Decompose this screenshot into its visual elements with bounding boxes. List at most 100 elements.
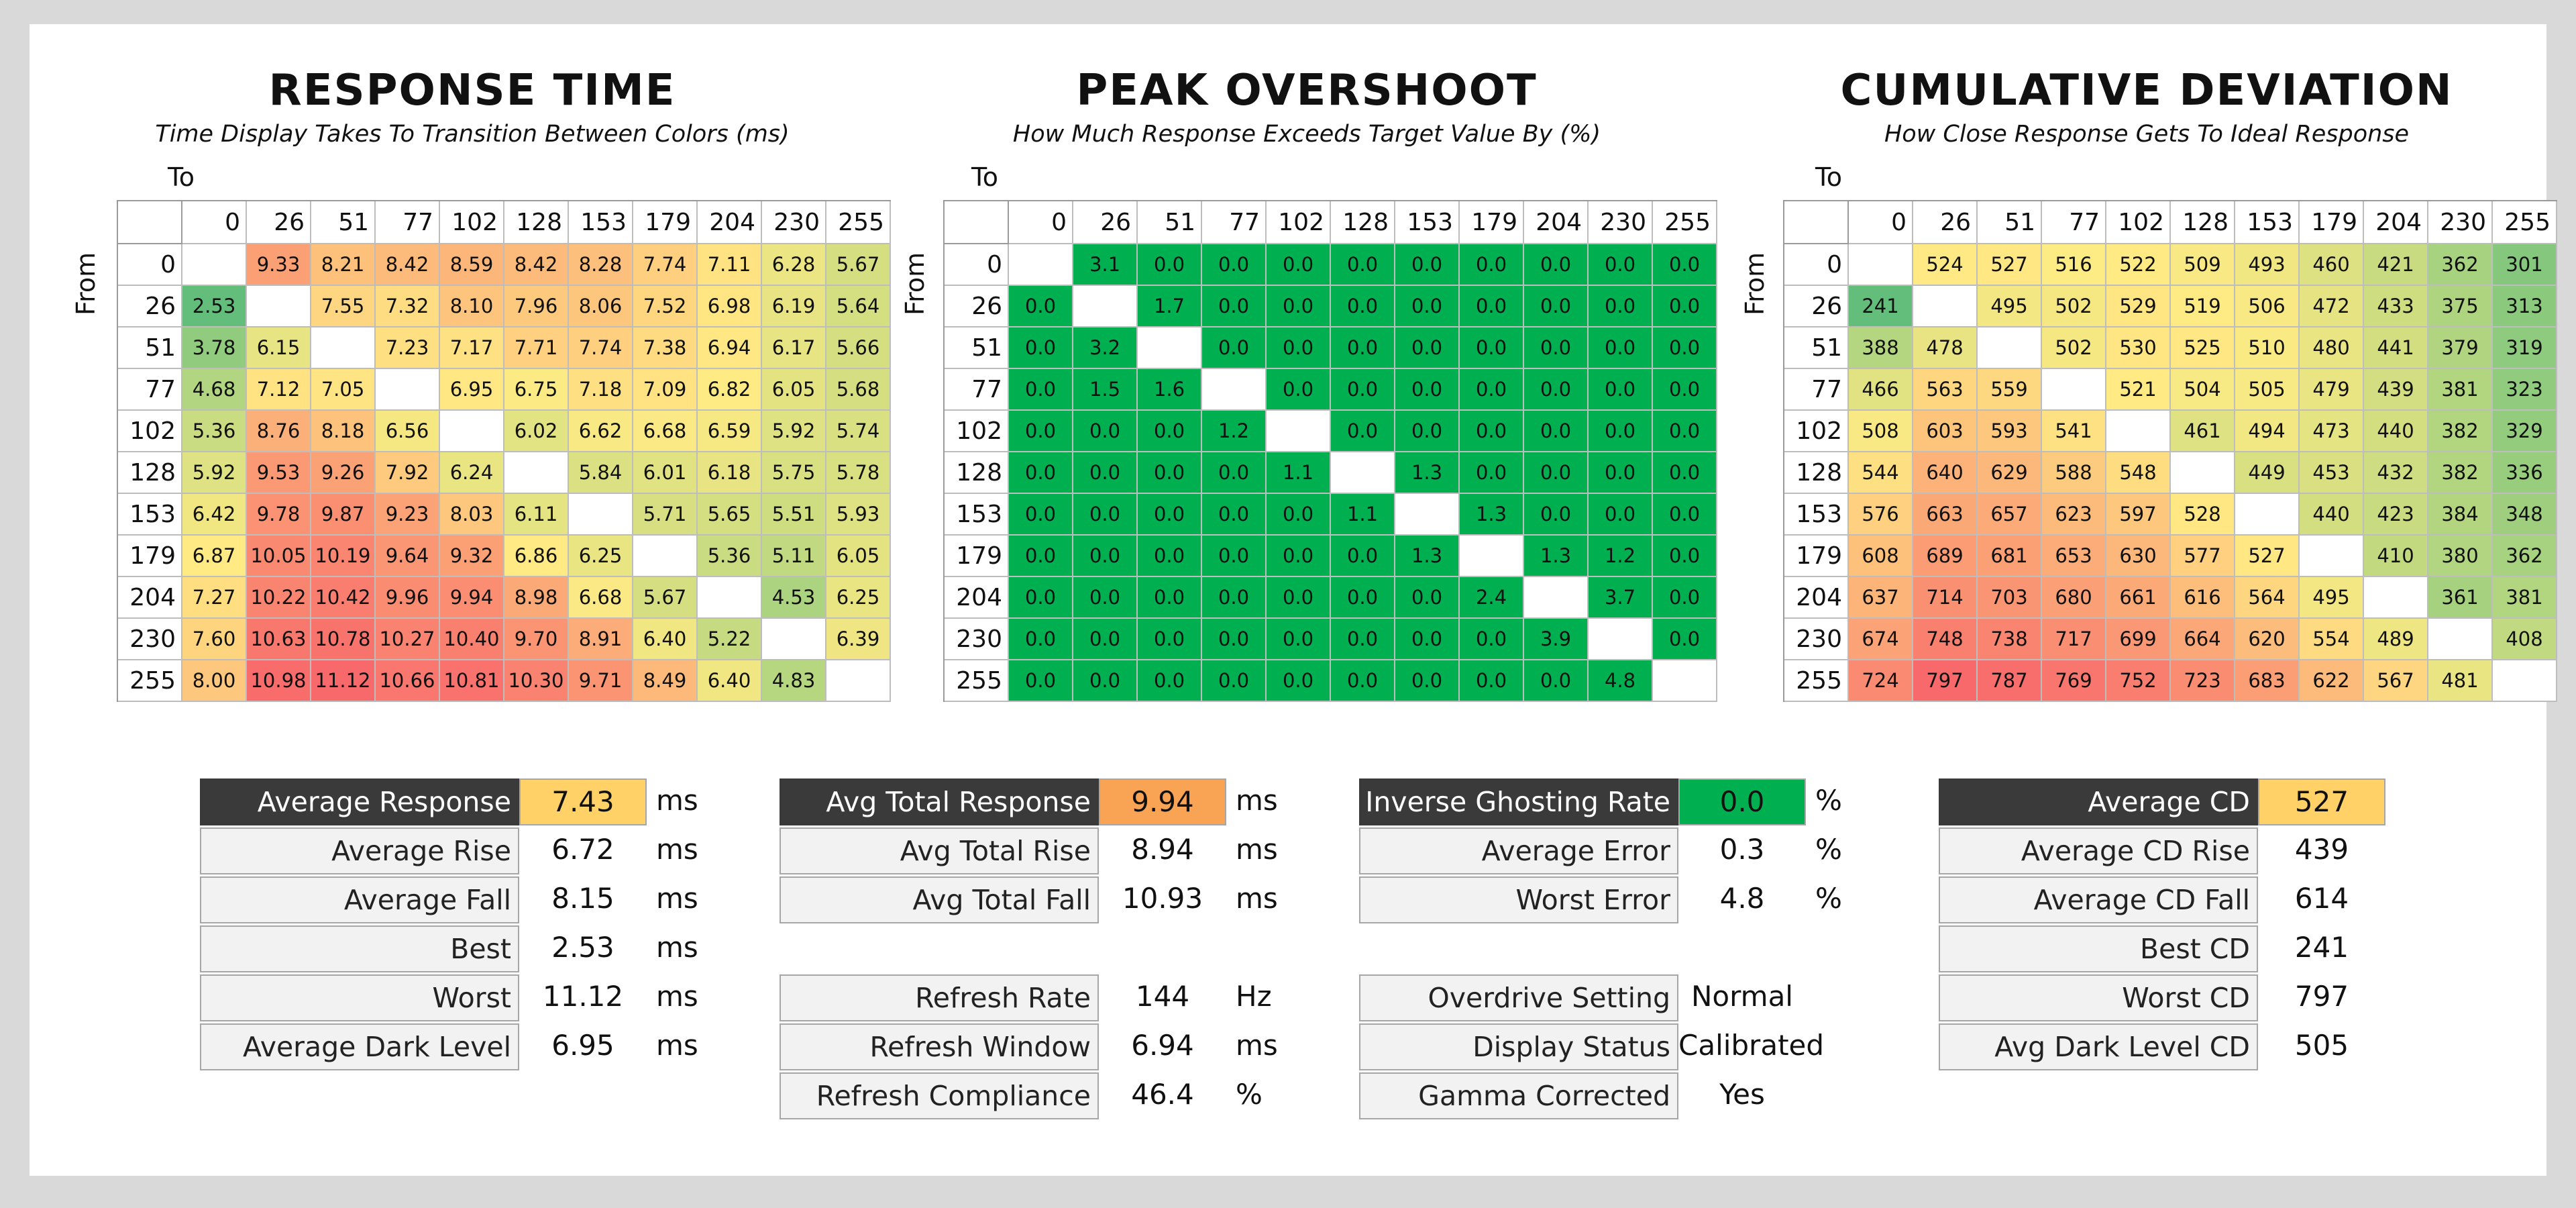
stat-label: Inverse Ghosting Rate <box>1359 778 1678 825</box>
heatmap-cell: 1.7 <box>1138 286 1202 328</box>
stat-label: Best <box>200 925 519 972</box>
heatmap-cell: 0.0 <box>1331 411 1395 452</box>
heatmap-cell: 787 <box>1978 660 2042 702</box>
heatmap-cell: 637 <box>1849 577 1913 619</box>
heatmap-cell: 506 <box>2235 286 2300 328</box>
heatmap-cell: 683 <box>2235 660 2300 702</box>
peak-overshoot-heatmap: 0 26 51 77 102 128 153 179 204 230 255 0 3.1 0.0 0.0 0.… <box>943 200 1717 702</box>
heatmap-cell: 0.0 <box>1138 244 1202 286</box>
heatmap-cell: 10.81 <box>440 660 504 702</box>
heatmap-cell: 381 <box>2428 369 2493 411</box>
heatmap-cell: 6.56 <box>376 411 440 452</box>
column-header: 26 <box>247 201 311 244</box>
heatmap-cell: 9.70 <box>504 619 569 660</box>
stat-label: Refresh Window <box>780 1023 1099 1070</box>
heatmap-cell: 597 <box>2106 494 2171 536</box>
stat-unit: ms <box>656 784 698 817</box>
heatmap-cell: 0.0 <box>1138 577 1202 619</box>
column-header: 26 <box>1073 201 1138 244</box>
heatmap-cell: 559 <box>1978 369 2042 411</box>
stat-value: 6.72 <box>551 833 614 866</box>
heatmap-cell: 0.0 <box>1460 660 1524 702</box>
stat-unit: ms <box>656 1029 698 1062</box>
heatmap-cell: 1.3 <box>1524 536 1589 577</box>
heatmap-cell: 0.0 <box>1653 494 1717 536</box>
heatmap-cell: 0.0 <box>1460 452 1524 494</box>
heatmap-cell: 480 <box>2300 328 2364 369</box>
heatmap-cell: 4.53 <box>762 577 826 619</box>
heatmap-cell: 0.0 <box>1009 619 1073 660</box>
heatmap-cell: 0.0 <box>1202 328 1267 369</box>
heatmap-cell <box>762 619 826 660</box>
cumulative-deviation-heatmap: 0 26 51 77 102 128 153 179 204 230 255 0 524 527 516 52… <box>1783 200 2557 702</box>
heatmap-cell: 0.0 <box>1267 619 1331 660</box>
heatmap-cell: 593 <box>1978 411 2042 452</box>
heatmap-cell: 0.0 <box>1073 452 1138 494</box>
heatmap-cell <box>1331 452 1395 494</box>
heatmap-cell <box>2300 536 2364 577</box>
stat-value: 241 <box>2294 931 2349 964</box>
heatmap-cell: 0.0 <box>1331 577 1395 619</box>
stat-value: 10.93 <box>1122 882 1203 915</box>
heatmap-cell <box>2493 660 2557 702</box>
heatmap-cell: 8.91 <box>569 619 633 660</box>
heatmap-cell: 724 <box>1849 660 1913 702</box>
row-header: 128 <box>945 452 1009 494</box>
heatmap-cell: 439 <box>2364 369 2428 411</box>
from-axis-label: From <box>1740 252 1770 315</box>
heatmap-cell: 0.0 <box>1653 619 1717 660</box>
stat-value: 7.43 <box>519 778 647 825</box>
heatmap-cell: 2.4 <box>1460 577 1524 619</box>
heatmap-corner <box>945 201 1009 244</box>
heatmap-cell: 473 <box>2300 411 2364 452</box>
heatmap-cell: 6.42 <box>182 494 247 536</box>
heatmap-cell <box>2106 411 2171 452</box>
column-header: 102 <box>440 201 504 244</box>
stat-label: Average Response <box>200 778 519 825</box>
heatmap-cell: 0.0 <box>1524 452 1589 494</box>
stat-label: Refresh Compliance <box>780 1072 1099 1119</box>
stat-value: Calibrated <box>1678 1029 1825 1062</box>
heatmap-cell: 620 <box>2235 619 2300 660</box>
stat-unit: ms <box>1236 882 1278 915</box>
heatmap-cell: 10.98 <box>247 660 311 702</box>
heatmap-cell: 6.17 <box>762 328 826 369</box>
heatmap-cell: 527 <box>2235 536 2300 577</box>
heatmap-cell: 7.74 <box>569 328 633 369</box>
heatmap-cell: 375 <box>2428 286 2493 328</box>
heatmap-cell: 9.26 <box>311 452 376 494</box>
row-header: 102 <box>118 411 182 452</box>
heatmap-cell: 1.3 <box>1395 536 1460 577</box>
heatmap-cell: 9.96 <box>376 577 440 619</box>
column-header: 153 <box>569 201 633 244</box>
heatmap-cell <box>826 660 891 702</box>
heatmap-cell: 8.28 <box>569 244 633 286</box>
heatmap-cell: 0.0 <box>1138 660 1202 702</box>
heatmap-cell: 5.78 <box>826 452 891 494</box>
heatmap-cell: 525 <box>2171 328 2235 369</box>
heatmap-cell <box>2235 494 2300 536</box>
heatmap-cell: 657 <box>1978 494 2042 536</box>
heatmap-cell <box>247 286 311 328</box>
heatmap-cell: 5.22 <box>698 619 762 660</box>
heatmap-cell: 5.66 <box>826 328 891 369</box>
stat-unit: ms <box>656 882 698 915</box>
heatmap-cell: 7.71 <box>504 328 569 369</box>
row-header: 230 <box>1784 619 1849 660</box>
heatmap-cell: 0.0 <box>1589 369 1653 411</box>
heatmap-cell: 529 <box>2106 286 2171 328</box>
to-axis-label: To <box>971 162 999 192</box>
heatmap-cell: 0.0 <box>1202 536 1267 577</box>
stat-value: 2.53 <box>551 931 614 964</box>
row-header: 255 <box>945 660 1009 702</box>
heatmap-cell: 8.03 <box>440 494 504 536</box>
heatmap-cell: 6.68 <box>569 577 633 619</box>
heatmap-cell: 519 <box>2171 286 2235 328</box>
heatmap-cell <box>1267 411 1331 452</box>
row-header: 77 <box>945 369 1009 411</box>
heatmap-cell: 0.0 <box>1331 660 1395 702</box>
heatmap-cell: 9.71 <box>569 660 633 702</box>
heatmap-cell: 7.52 <box>633 286 698 328</box>
heatmap-cell: 680 <box>2042 577 2106 619</box>
heatmap-cell: 6.62 <box>569 411 633 452</box>
